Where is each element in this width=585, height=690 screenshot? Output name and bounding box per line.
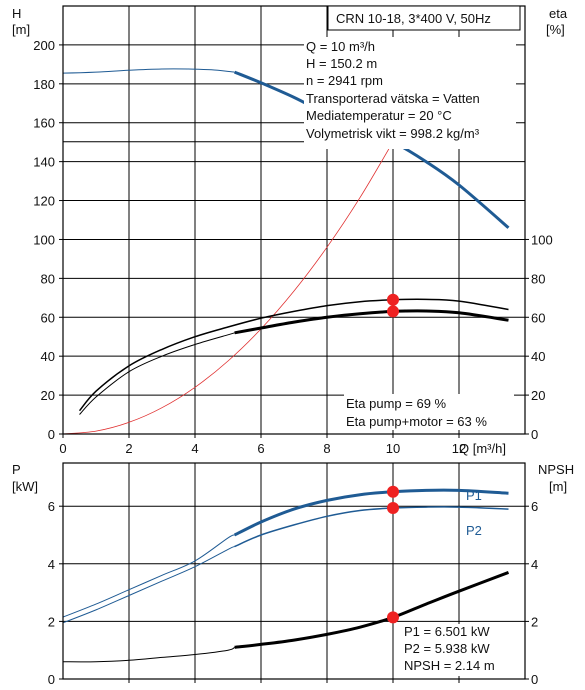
info-line: H = 150.2 m	[306, 56, 377, 71]
info-line: Volymetrisk vikt = 998.2 kg/m³	[306, 126, 480, 141]
y-tick-label: 6	[48, 499, 55, 514]
duty-point-p2	[387, 501, 399, 514]
eta-info: Eta pump = 69 % Eta pump+motor = 63 %	[344, 394, 514, 430]
duty-point-p1	[387, 485, 399, 498]
y-tick-label: 100	[33, 232, 55, 247]
duty-point-eta-pump-motor	[387, 305, 399, 318]
y-tick-label: 140	[33, 155, 55, 170]
duty-point-eta-pump	[387, 293, 399, 306]
plot-frame	[62, 5, 526, 435]
y2-tick-label: 40	[531, 349, 545, 364]
npsh-axis-label: NPSH	[538, 462, 574, 477]
x-tick-label: 12	[452, 441, 466, 456]
tick-labels: 0204060801001201401601802000204060801000…	[33, 38, 552, 687]
x-tick-label: 8	[323, 441, 330, 456]
info-line: n = 2941 rpm	[306, 73, 383, 88]
y-tick-label: 180	[33, 77, 55, 92]
x-tick-label: 4	[191, 441, 198, 456]
x-tick-label: 2	[125, 441, 132, 456]
y-tick-label: 20	[41, 388, 55, 403]
series-P1-extended	[62, 534, 235, 618]
series-label-p1: P1	[466, 488, 482, 503]
y-tick-label: 4	[48, 557, 55, 572]
y-tick-label: 60	[41, 310, 55, 325]
y2-tick-label: 0	[531, 427, 538, 442]
duty-info-top: Q = 10 m³/h H = 150.2 m n = 2941 rpm Tra…	[304, 37, 516, 149]
series-P1	[233, 488, 509, 537]
y2-tick-label: 6	[531, 499, 538, 514]
eta-axis-label: eta	[549, 6, 568, 21]
h-axis-label: H	[12, 6, 21, 21]
p-axis-label: P	[12, 462, 21, 477]
duty-info-bottom: P1 = 6.501 kW P2 = 5.938 kW NPSH = 2.14 …	[400, 624, 515, 676]
series-eta-pump	[78, 298, 509, 412]
y2-tick-label: 60	[531, 310, 545, 325]
curve-layer	[62, 68, 510, 663]
y-tick-label: 80	[41, 271, 55, 286]
eta-unit-label: [%]	[546, 22, 565, 37]
info-line: P1 = 6.501 kW	[404, 624, 490, 639]
duty-point-npsh	[387, 611, 399, 624]
plot-frames	[62, 5, 526, 680]
info-line: Q = 10 m³/h	[306, 39, 375, 54]
title-box	[327, 5, 521, 31]
series-label-p2: P2	[466, 523, 482, 538]
q-axis-label: Q [m³/h]	[459, 441, 506, 456]
h-unit-label: [m]	[12, 22, 30, 37]
y2-tick-label: 0	[531, 672, 538, 687]
chart-title: CRN 10-18, 3*400 V, 50Hz	[336, 11, 491, 26]
x-tick-label: 10	[386, 441, 400, 456]
y-tick-label: 0	[48, 427, 55, 442]
y2-tick-label: 100	[531, 232, 553, 247]
series-H-extended	[62, 68, 235, 74]
y-tick-label: 160	[33, 116, 55, 131]
duty-point-layer	[63, 134, 400, 624]
info-line: P2 = 5.938 kW	[404, 641, 490, 656]
y-tick-label: 200	[33, 38, 55, 53]
info-line: Mediatemperatur = 20 °C	[306, 108, 452, 123]
series-P2	[234, 506, 509, 548]
info-line: Transporterad vätska = Vatten	[306, 91, 480, 106]
info-line: NPSH = 2.14 m	[404, 658, 495, 673]
y2-tick-label: 20	[531, 388, 545, 403]
x-tick-label: 0	[59, 441, 66, 456]
p-unit-label: [kW]	[12, 479, 38, 494]
x-tick-label: 6	[257, 441, 264, 456]
npsh-unit-label: [m]	[549, 479, 567, 494]
y-tick-label: 0	[48, 672, 55, 687]
series-eta-pump-motor	[234, 309, 509, 335]
y-tick-label: 40	[41, 349, 55, 364]
y-tick-label: 120	[33, 194, 55, 209]
series-NPSH	[234, 571, 510, 649]
y-tick-label: 2	[48, 614, 55, 629]
y2-tick-label: 80	[531, 271, 545, 286]
y2-tick-label: 4	[531, 557, 538, 572]
eta-pump-motor-text: Eta pump+motor = 63 %	[346, 414, 487, 429]
eta-pump-text: Eta pump = 69 %	[346, 396, 447, 411]
series-P2-extended	[62, 546, 235, 624]
series-NPSH-extended	[62, 646, 235, 663]
y2-tick-label: 2	[531, 614, 538, 629]
series-eta-pump-motor-extended	[79, 332, 235, 415]
series-system-curve	[62, 141, 394, 435]
plot-frame	[62, 462, 526, 680]
